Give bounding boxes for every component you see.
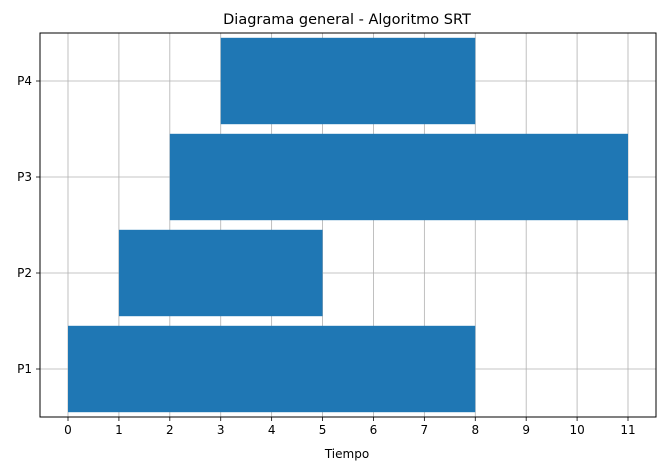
x-tick-label: 7 [421, 423, 429, 437]
plot-frame [39, 32, 657, 418]
x-tick-label: 5 [319, 423, 327, 437]
y-tick-label: P4 [17, 74, 32, 88]
x-tick-label: 11 [620, 423, 635, 437]
y-tick-label: P3 [17, 170, 32, 184]
x-tick-label: 4 [268, 423, 276, 437]
bar-p4 [220, 37, 476, 125]
bars [68, 37, 628, 413]
y-tick-label: P2 [17, 266, 32, 280]
x-tick-label: 2 [166, 423, 174, 437]
x-tick-label: 9 [522, 423, 530, 437]
x-tick-label: 1 [115, 423, 123, 437]
bar-p2 [118, 229, 323, 317]
x-axis-label: Tiempo [324, 447, 369, 461]
x-tick-label: 0 [64, 423, 72, 437]
x-tick-label: 8 [471, 423, 479, 437]
x-tick-label: 6 [370, 423, 378, 437]
bar-p1 [68, 325, 476, 413]
y-ticks: P1 P2 P3 P4 [17, 74, 40, 376]
x-tick-label: 3 [217, 423, 225, 437]
x-ticks: 0 1 2 3 4 5 6 7 8 9 10 11 [64, 417, 636, 437]
y-tick-label: P1 [17, 362, 32, 376]
x-tick-label: 10 [569, 423, 584, 437]
bar-p3 [169, 133, 628, 221]
chart-title: Diagrama general - Algoritmo SRT [223, 12, 471, 28]
